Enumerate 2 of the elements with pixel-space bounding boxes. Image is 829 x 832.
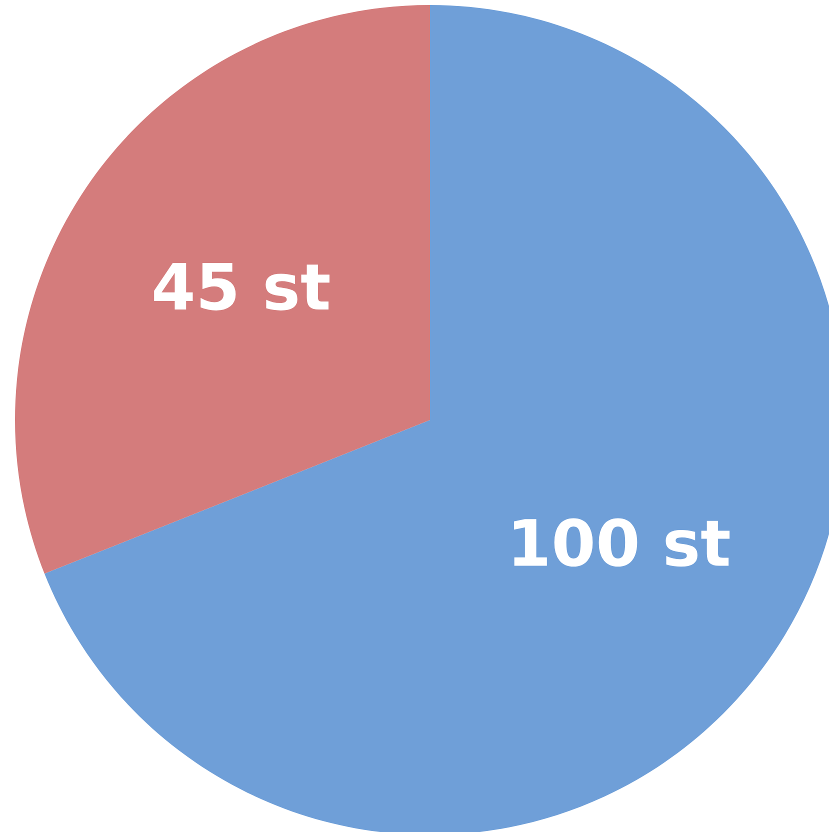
data-label: 45 st	[154, 262, 330, 310]
data-label: 100 st	[514, 518, 730, 567]
